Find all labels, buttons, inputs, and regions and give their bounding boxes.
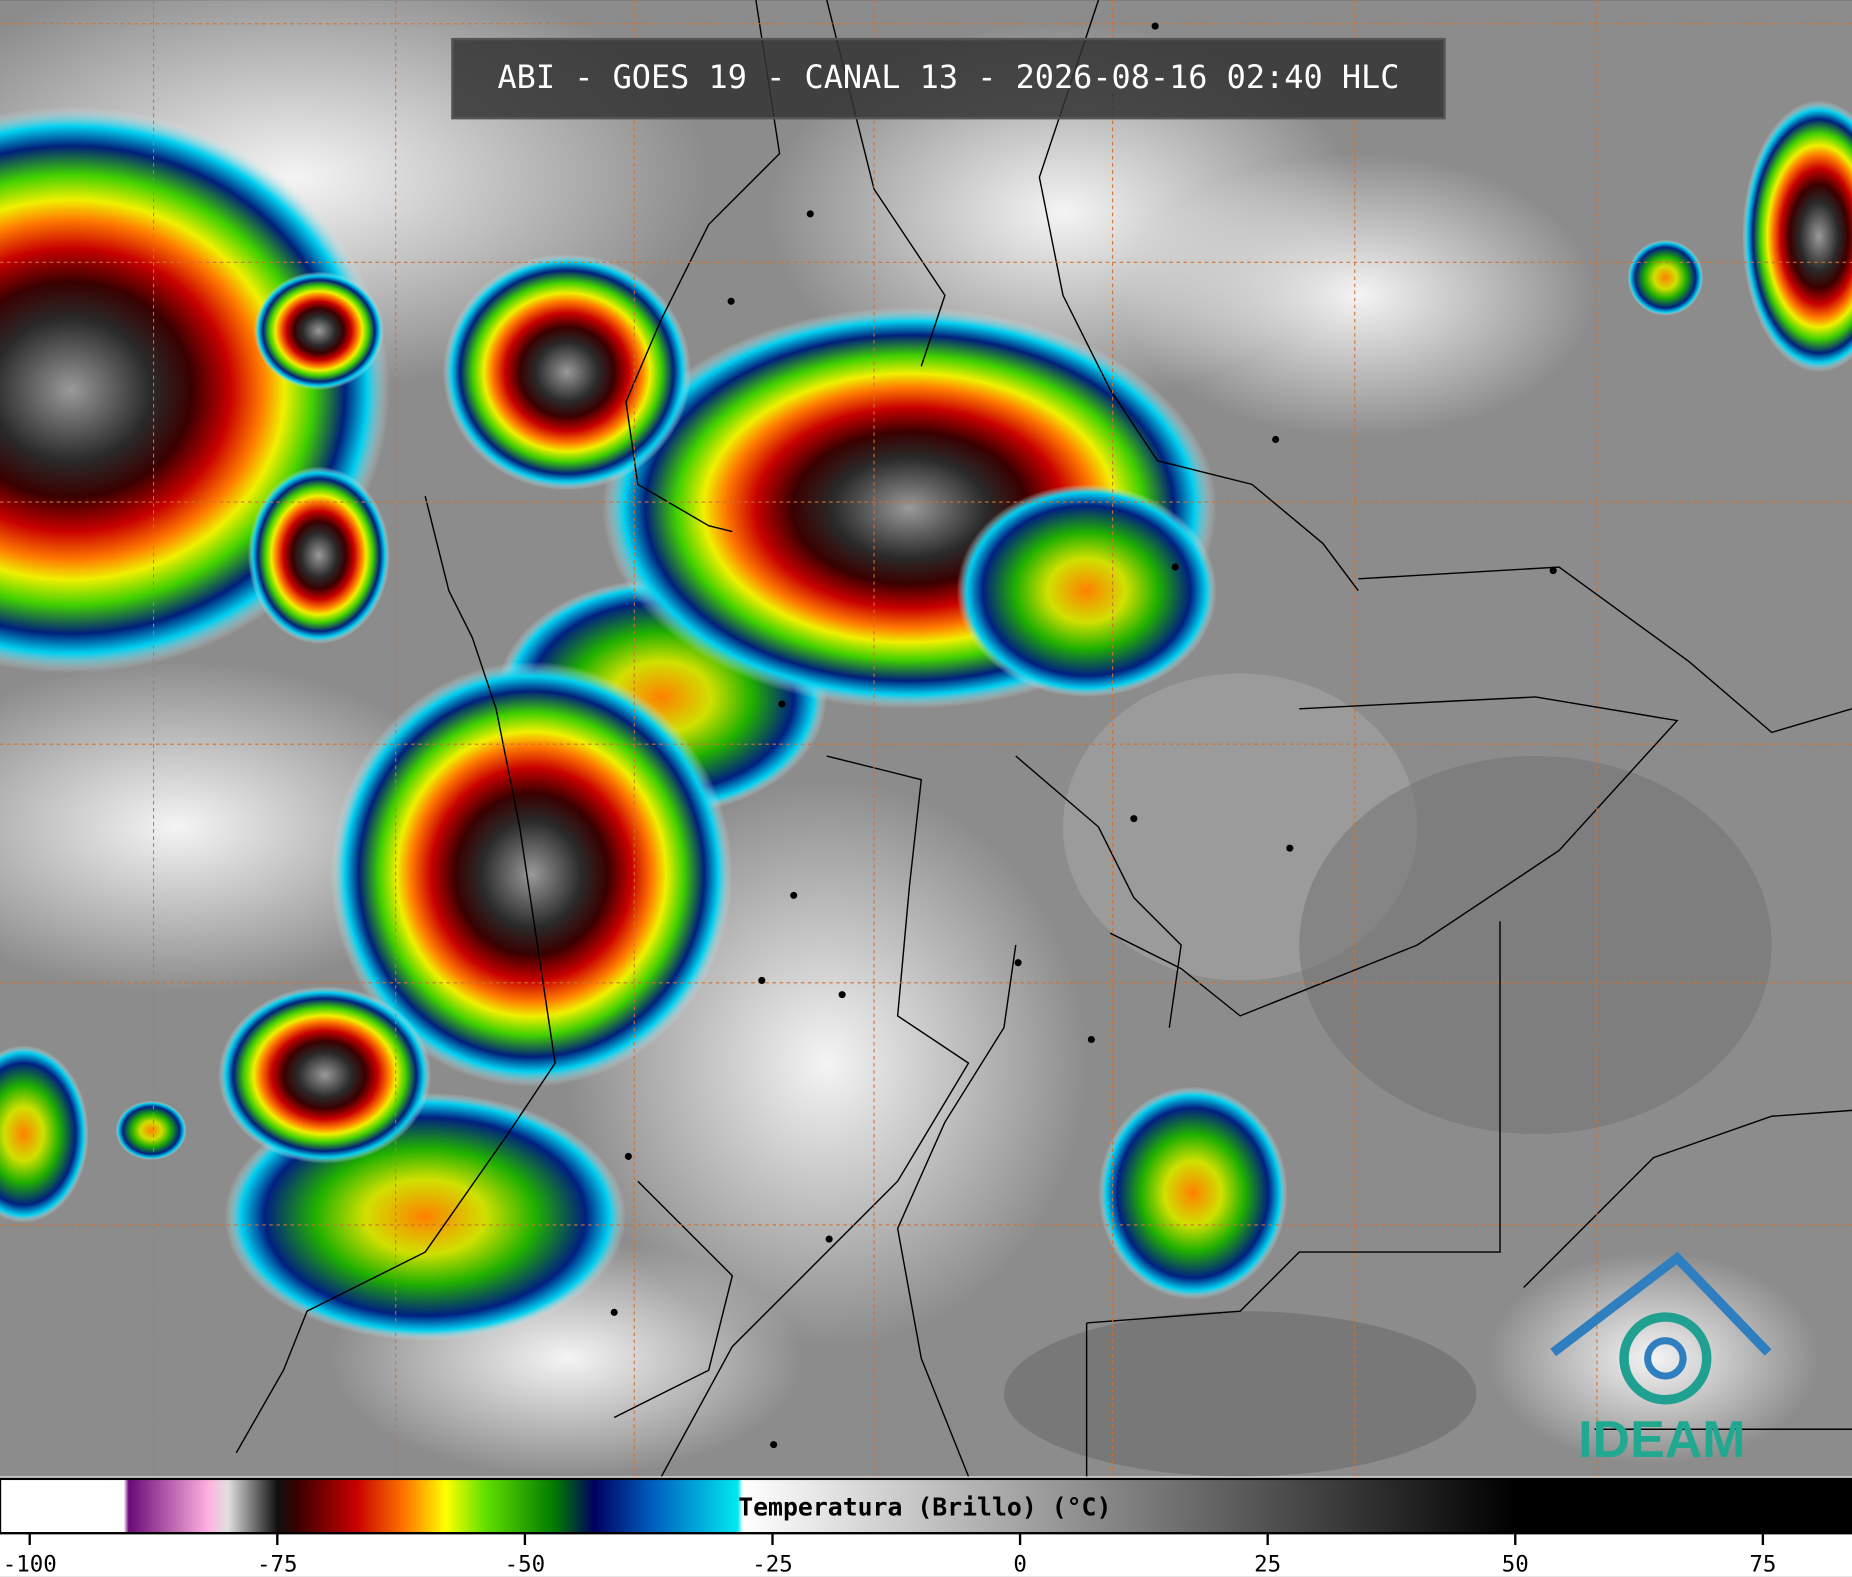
colorbar-label: Temperatura (Brillo) (°C): [738, 1492, 1111, 1521]
colorbar-tick-label: -50: [505, 1552, 546, 1577]
cities: [610, 22, 1557, 1449]
colorbar-ticks: -100 -75 -50 -25 0 25 50 75: [3, 1533, 1776, 1577]
grid: [0, 0, 1852, 1477]
colorbar-tick-label: -100: [3, 1552, 57, 1577]
colorbar-tick-label: -75: [257, 1552, 298, 1577]
colorbar-tick-label: 25: [1254, 1552, 1281, 1577]
title-box: ABI - GOES 19 - CANAL 13 - 2026-08-16 02…: [451, 37, 1446, 120]
colorbar-tick-label: 50: [1502, 1552, 1529, 1577]
imagery: [0, 0, 1852, 1477]
logo: IDEAM: [1550, 1251, 1772, 1469]
title: ABI - GOES 19 - CANAL 13 - 2026-08-16 02…: [497, 58, 1399, 96]
colorbar-tick-label: 75: [1749, 1552, 1776, 1577]
colorbar-tick-label: 0: [1013, 1552, 1027, 1577]
logo-text: IDEAM: [1578, 1411, 1745, 1469]
borders: [235, 0, 1852, 1477]
colorbar-tick-label: -25: [752, 1552, 793, 1577]
